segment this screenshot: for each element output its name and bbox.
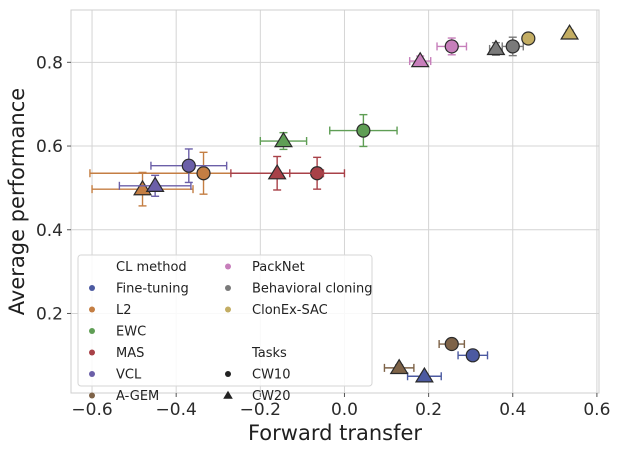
y-tick-label: 0.6 (36, 137, 63, 157)
x-tick-label: 0.6 (583, 400, 610, 420)
legend-title-tasks: Tasks (251, 346, 287, 361)
legend-marker (89, 371, 95, 377)
legend-label: Fine-tuning (116, 282, 189, 297)
y-axis-title: Average performance (5, 88, 29, 315)
y-tick-label: 0.4 (36, 221, 63, 241)
series-behavioral-cloning (486, 36, 524, 57)
y-tick-label: 0.2 (36, 304, 63, 324)
legend-label: VCL (116, 368, 142, 383)
legend-label: EWC (116, 325, 146, 340)
legend-label: L2 (116, 303, 132, 318)
legend-label: ClonEx-SAC (252, 303, 328, 318)
cw20-point (273, 131, 293, 148)
plot-frame (70, 9, 600, 394)
cw20-point (486, 39, 506, 56)
series-l2 (89, 151, 318, 207)
cw10-point (505, 39, 520, 54)
cw10-point (444, 39, 459, 54)
y-tick-label: 0.8 (36, 53, 63, 73)
x-tick-label: 0.0 (331, 400, 358, 420)
cw10-point (465, 348, 480, 363)
legend-marker (225, 306, 231, 313)
series-packnet (408, 37, 468, 68)
legend-box (77, 254, 373, 387)
legend-marker (89, 306, 95, 313)
x-tick-label: 0.2 (415, 400, 442, 420)
series-ewc (259, 113, 398, 151)
cw10-point (521, 31, 536, 46)
legend-marker (89, 328, 95, 334)
legend-label: A-GEM (116, 389, 159, 404)
legend-marker (225, 285, 231, 291)
cw20-point (410, 51, 430, 68)
legend-label: Behavioral cloning (252, 282, 373, 297)
series-vcl (118, 148, 228, 197)
x-axis: −0.6 −0.4 −0.2 0.0 0.2 0.4 0.6 (71, 393, 610, 420)
cw20-point (145, 176, 165, 192)
x-axis-title: Forward transfer (248, 421, 422, 445)
legend-marker (89, 285, 95, 291)
cw10-point (444, 336, 459, 352)
legend: CL method Fine-tuning L2 EWC MAS VCL A-GEM Pack… (77, 254, 373, 404)
x-tick-label: −0.6 (71, 400, 112, 420)
cw10-point (181, 158, 196, 173)
legend-marker-cw20 (223, 390, 233, 399)
y-axis: 0.2 0.4 0.6 0.8 (36, 53, 71, 324)
cw20-point (414, 366, 434, 383)
series-a-gem (383, 336, 466, 375)
legend-marker (89, 349, 95, 356)
cw20-point (389, 358, 409, 375)
data-points (89, 24, 580, 383)
cw10-point (356, 123, 371, 138)
x-tick-label: −0.2 (240, 400, 281, 420)
legend-title-method: CL method (116, 260, 187, 275)
series-clonex-sac (521, 24, 580, 46)
grid (71, 10, 599, 393)
x-tick-label: −0.4 (156, 400, 197, 420)
cw10-point (196, 166, 211, 181)
cw20-point (267, 163, 287, 180)
x-tick-label: 0.4 (499, 400, 526, 420)
legend-label: PackNet (252, 260, 305, 275)
legend-label: CW20 (252, 389, 290, 404)
series-fine-tuning (406, 348, 489, 383)
legend-label: MAS (116, 346, 144, 361)
legend-marker (225, 263, 231, 270)
cw20-point (560, 24, 580, 40)
legend-label: CW10 (252, 368, 290, 383)
legend-marker-cw10 (225, 371, 231, 377)
series-mas (230, 155, 346, 191)
legend-marker (89, 392, 95, 399)
